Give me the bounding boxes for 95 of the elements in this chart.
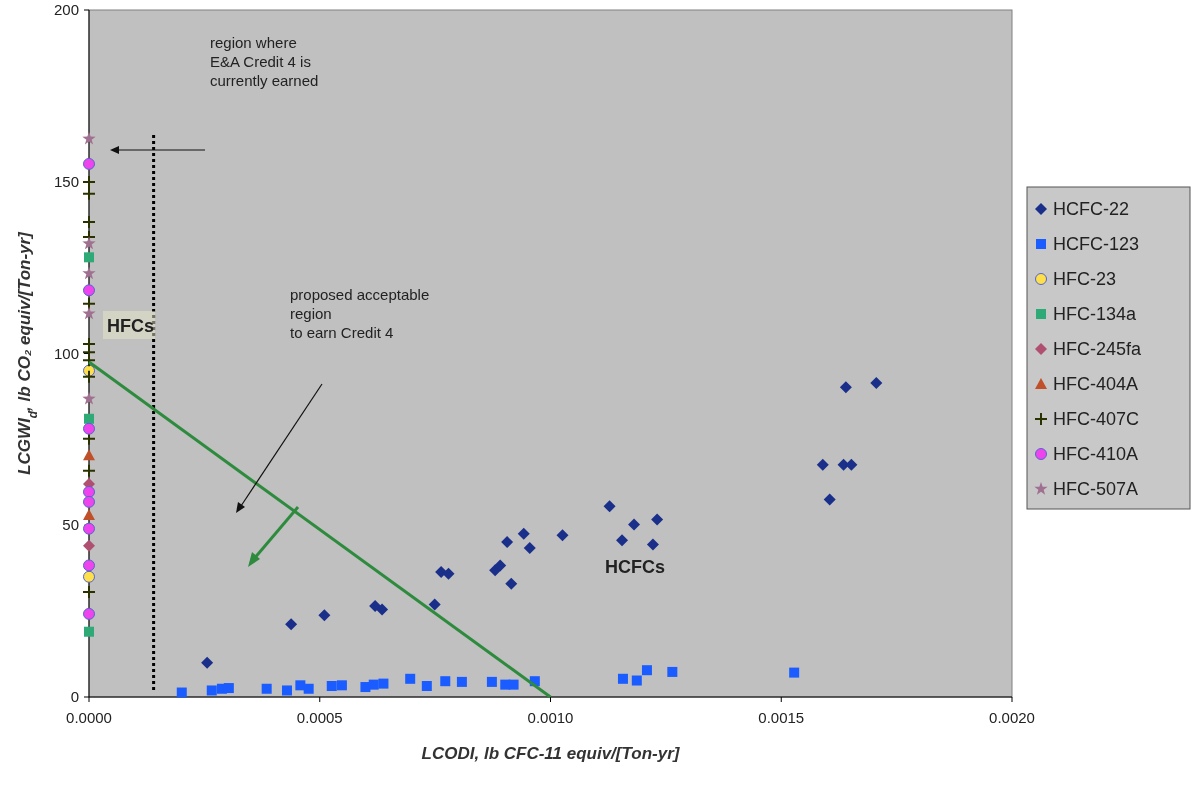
point <box>870 377 883 390</box>
x-tick-label: 0.0010 <box>527 709 574 726</box>
point <box>82 131 96 145</box>
point <box>82 266 96 280</box>
point <box>84 626 94 637</box>
annotation: region where E&A Credit 4 is currently earned <box>210 34 319 89</box>
point <box>421 681 432 692</box>
point <box>616 534 629 547</box>
point <box>82 214 96 229</box>
point <box>839 381 852 394</box>
y-tick-label: 50 <box>62 516 79 534</box>
point <box>82 306 96 320</box>
x-tick-label: 0.0000 <box>66 709 112 726</box>
x-tick-label: 0.0005 <box>296 709 343 726</box>
y-tick-label: 150 <box>53 172 79 190</box>
point <box>517 527 530 540</box>
point <box>83 570 95 583</box>
point <box>500 679 511 690</box>
point <box>523 541 536 554</box>
point <box>505 577 518 590</box>
x-axis-title: LCODI, lb CFC-11 equiv/[Ton-yr] <box>421 744 681 763</box>
point <box>82 236 96 250</box>
point <box>83 495 95 508</box>
point <box>285 618 298 631</box>
point <box>82 463 96 478</box>
point <box>651 513 664 526</box>
point <box>823 493 836 506</box>
point <box>83 607 95 620</box>
point <box>789 667 800 678</box>
y-tick-label: 200 <box>53 1 79 18</box>
point <box>360 682 371 693</box>
legend-label: HFC-507A <box>1053 479 1139 499</box>
point <box>83 157 95 170</box>
point <box>336 680 347 691</box>
point <box>82 186 96 201</box>
point <box>82 296 96 311</box>
point <box>83 449 95 461</box>
annotation: proposed acceptable region to earn Credit 4 <box>290 286 430 341</box>
point <box>508 679 519 690</box>
legend-label: HFC-404A <box>1053 374 1139 394</box>
y-tick-label: 0 <box>70 688 79 705</box>
point <box>641 665 652 676</box>
point <box>368 679 379 690</box>
point <box>667 666 678 677</box>
point <box>303 683 314 694</box>
point <box>84 252 94 263</box>
point <box>206 685 217 696</box>
point <box>295 680 306 691</box>
legend-label: HFC-245fa <box>1053 339 1143 359</box>
point <box>405 673 416 684</box>
legend-label: HFC-407C <box>1053 409 1140 429</box>
point <box>617 673 628 684</box>
point <box>82 369 96 384</box>
legend-label: HFC-23 <box>1053 269 1117 289</box>
point <box>83 485 95 498</box>
point <box>494 559 507 572</box>
point <box>378 678 389 689</box>
point <box>83 559 95 572</box>
point <box>83 284 95 297</box>
point <box>440 676 451 687</box>
annotation: HCFCs <box>605 557 666 577</box>
legend-label: HCFC-123 <box>1053 234 1140 254</box>
point <box>646 538 659 551</box>
legend-label: HCFC-22 <box>1053 199 1130 219</box>
point <box>201 656 214 669</box>
point <box>82 175 96 190</box>
point <box>326 681 337 692</box>
point <box>556 529 569 542</box>
point <box>456 676 467 687</box>
point <box>84 413 94 424</box>
point <box>83 539 95 552</box>
point <box>83 508 95 520</box>
point <box>816 458 829 471</box>
point <box>376 603 389 616</box>
point <box>176 687 187 698</box>
point <box>82 584 96 599</box>
legend-label: HFC-410A <box>1053 444 1139 464</box>
point <box>83 522 95 535</box>
annotation: HFCs <box>107 316 155 336</box>
point <box>223 683 234 694</box>
x-tick-label: 0.0020 <box>989 709 1035 726</box>
point <box>281 685 292 696</box>
point <box>83 422 95 435</box>
point <box>631 675 642 686</box>
legend-label: HFC-134a <box>1053 304 1138 324</box>
point <box>318 609 331 622</box>
x-tick-label: 0.0015 <box>758 709 805 726</box>
point <box>428 598 441 611</box>
point <box>261 683 272 694</box>
point <box>82 391 96 405</box>
point <box>501 536 514 549</box>
point <box>486 676 497 687</box>
point <box>628 518 641 531</box>
point <box>603 500 616 513</box>
y-tick-label: 100 <box>53 344 79 362</box>
